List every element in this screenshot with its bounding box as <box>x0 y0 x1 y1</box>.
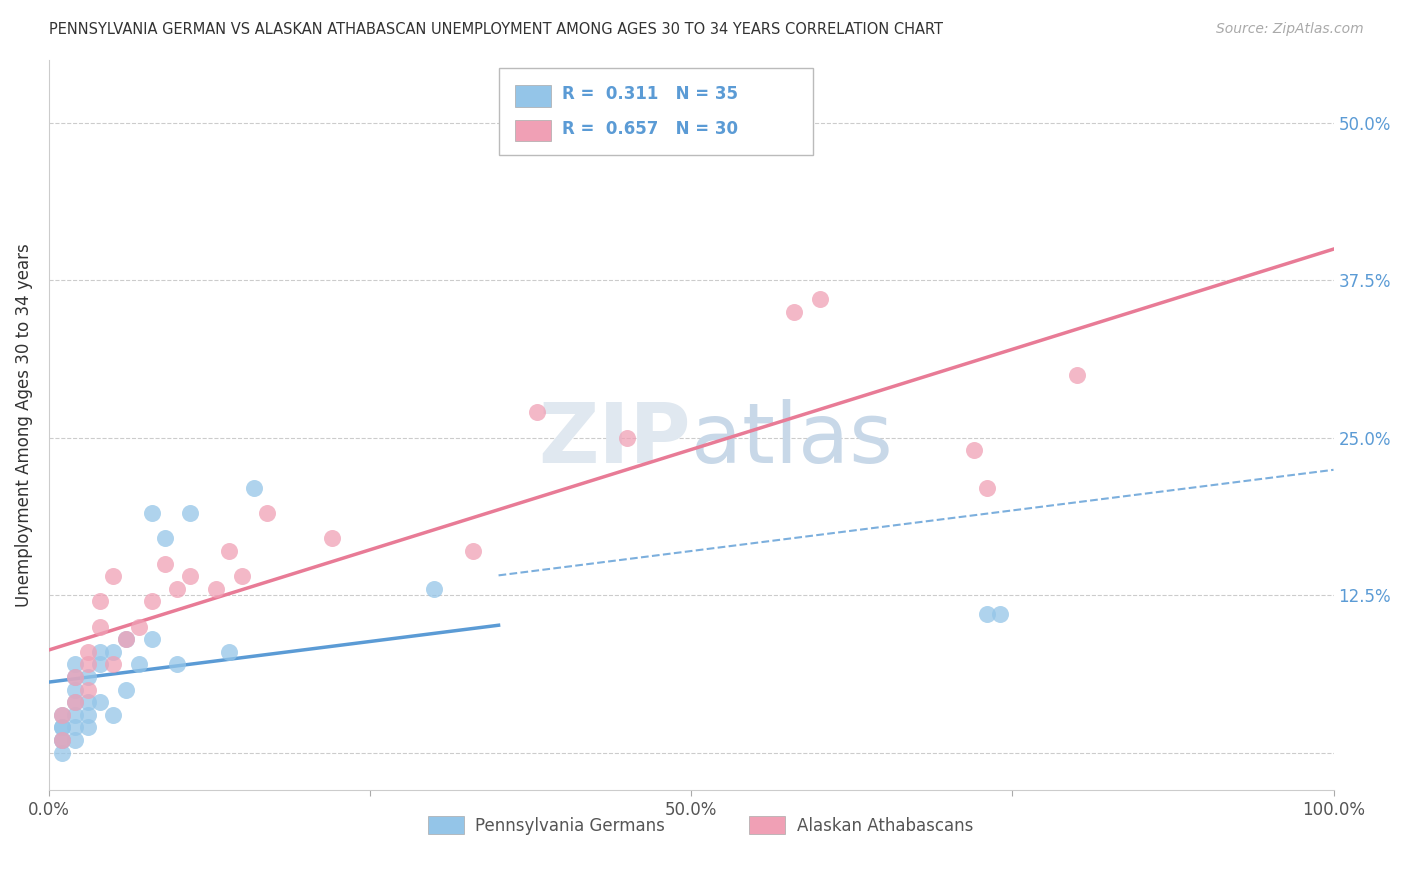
Point <box>51 721 73 735</box>
Point <box>51 707 73 722</box>
Text: Pennsylvania Germans: Pennsylvania Germans <box>475 816 665 835</box>
Point <box>526 405 548 419</box>
Point <box>103 657 125 672</box>
Point <box>89 695 111 709</box>
Point <box>166 582 188 596</box>
FancyBboxPatch shape <box>499 69 813 154</box>
Point <box>76 657 98 672</box>
Point <box>63 682 86 697</box>
Point <box>115 682 138 697</box>
Point <box>63 733 86 747</box>
Point <box>988 607 1011 621</box>
Point <box>963 443 986 458</box>
Text: ZIP: ZIP <box>538 399 692 480</box>
Point <box>103 707 125 722</box>
Point <box>103 569 125 583</box>
Point <box>103 645 125 659</box>
Point <box>205 582 228 596</box>
Point <box>89 619 111 633</box>
Point <box>128 619 150 633</box>
Point <box>76 695 98 709</box>
Point <box>63 695 86 709</box>
Point <box>461 544 484 558</box>
Point <box>115 632 138 647</box>
Point <box>51 733 73 747</box>
FancyBboxPatch shape <box>515 120 551 142</box>
Point <box>63 657 86 672</box>
Point <box>976 481 998 495</box>
Point <box>141 506 163 520</box>
Point <box>616 431 638 445</box>
Point <box>783 304 806 318</box>
FancyBboxPatch shape <box>515 85 551 107</box>
Point <box>141 632 163 647</box>
Point <box>179 506 201 520</box>
Y-axis label: Unemployment Among Ages 30 to 34 years: Unemployment Among Ages 30 to 34 years <box>15 244 32 607</box>
Point <box>51 707 73 722</box>
FancyBboxPatch shape <box>427 816 464 834</box>
FancyBboxPatch shape <box>749 816 785 834</box>
Point <box>51 733 73 747</box>
Point <box>51 746 73 760</box>
Text: atlas: atlas <box>692 399 893 480</box>
Point <box>153 532 176 546</box>
Point <box>153 557 176 571</box>
Point <box>179 569 201 583</box>
Point <box>1066 368 1088 382</box>
Point <box>63 670 86 684</box>
Point <box>76 721 98 735</box>
Point <box>808 292 831 306</box>
Point <box>166 657 188 672</box>
Point <box>76 670 98 684</box>
Point <box>243 481 266 495</box>
Text: R =  0.311   N = 35: R = 0.311 N = 35 <box>561 85 738 103</box>
Point <box>256 506 278 520</box>
Point <box>76 645 98 659</box>
Point <box>76 707 98 722</box>
Point <box>218 645 240 659</box>
Text: Alaskan Athabascans: Alaskan Athabascans <box>797 816 973 835</box>
Text: R =  0.657   N = 30: R = 0.657 N = 30 <box>561 120 738 138</box>
Point <box>76 682 98 697</box>
Point <box>231 569 253 583</box>
Text: PENNSYLVANIA GERMAN VS ALASKAN ATHABASCAN UNEMPLOYMENT AMONG AGES 30 TO 34 YEARS: PENNSYLVANIA GERMAN VS ALASKAN ATHABASCA… <box>49 22 943 37</box>
Text: Source: ZipAtlas.com: Source: ZipAtlas.com <box>1216 22 1364 37</box>
Point <box>321 532 343 546</box>
Point <box>976 607 998 621</box>
Point <box>89 645 111 659</box>
Point <box>218 544 240 558</box>
Point <box>115 632 138 647</box>
Point <box>51 733 73 747</box>
Point <box>141 594 163 608</box>
Point <box>63 695 86 709</box>
Point <box>89 594 111 608</box>
Point <box>63 670 86 684</box>
Point <box>423 582 446 596</box>
Point <box>89 657 111 672</box>
Point <box>51 721 73 735</box>
Point <box>128 657 150 672</box>
Point <box>63 721 86 735</box>
Point <box>63 707 86 722</box>
